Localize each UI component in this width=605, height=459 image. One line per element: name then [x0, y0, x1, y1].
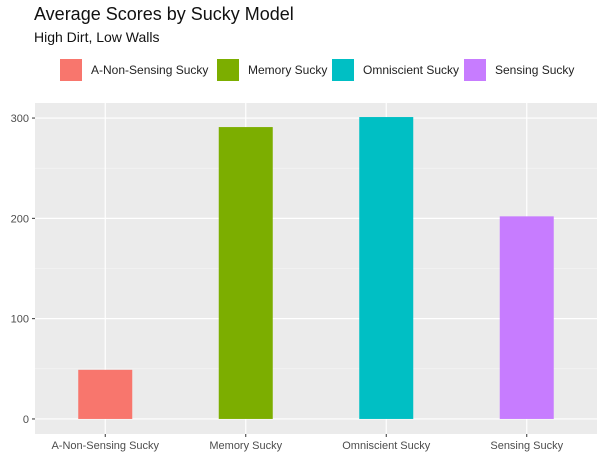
legend-label: Sensing Sucky [495, 63, 575, 77]
y-axis: 0 100 200 300 [11, 113, 35, 426]
bars [78, 117, 554, 419]
legend-label: Memory Sucky [248, 63, 328, 77]
legend-label: A-Non-Sensing Sucky [91, 63, 209, 77]
y-tick-label: 300 [11, 113, 29, 125]
bar [218, 127, 273, 419]
x-tick-label: Memory Sucky [209, 440, 282, 452]
bar [499, 216, 554, 419]
y-tick-label: 200 [11, 213, 29, 225]
chart-title: Average Scores by Sucky Model [34, 4, 294, 24]
bar [359, 117, 414, 419]
legend: A-Non-Sensing Sucky Memory Sucky Omnisci… [60, 59, 605, 83]
legend-swatch [217, 59, 239, 81]
x-tick-label: Omniscient Sucky [342, 440, 431, 452]
x-tick-label: A-Non-Sensing Sucky [51, 440, 159, 452]
legend-swatch [332, 59, 354, 81]
x-tick-label: Sensing Sucky [490, 440, 563, 452]
legend-swatch [464, 59, 486, 81]
legend-swatch [60, 59, 82, 81]
x-axis: A-Non-Sensing Sucky Memory Sucky Omniscien… [51, 434, 564, 452]
bar [78, 369, 133, 419]
legend-label: Omniscient Sucky [363, 63, 460, 77]
chart-subtitle: High Dirt, Low Walls [34, 29, 160, 45]
y-tick-label: 100 [11, 314, 29, 326]
y-tick-label: 0 [23, 414, 29, 426]
